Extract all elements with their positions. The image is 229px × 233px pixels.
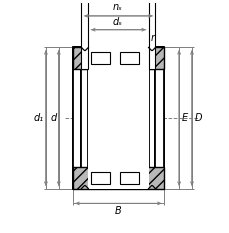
Bar <box>119 52 138 64</box>
Bar <box>72 167 164 188</box>
Text: E: E <box>181 113 187 123</box>
Bar <box>72 48 81 188</box>
Text: B: B <box>114 206 121 216</box>
Text: d: d <box>50 113 57 123</box>
Bar <box>88 48 148 188</box>
Text: nₛ: nₛ <box>113 2 122 12</box>
Bar <box>72 48 164 69</box>
Text: D: D <box>194 113 202 123</box>
Text: dₛ: dₛ <box>112 17 122 27</box>
Bar <box>91 172 110 184</box>
Bar <box>81 48 88 188</box>
Text: d₁: d₁ <box>34 113 44 123</box>
Bar <box>155 48 164 188</box>
Bar <box>88 0 148 69</box>
Bar <box>91 52 110 64</box>
Bar <box>148 0 155 69</box>
Bar <box>148 48 155 188</box>
Bar <box>81 0 88 69</box>
Text: r: r <box>150 33 154 43</box>
Bar <box>119 172 138 184</box>
